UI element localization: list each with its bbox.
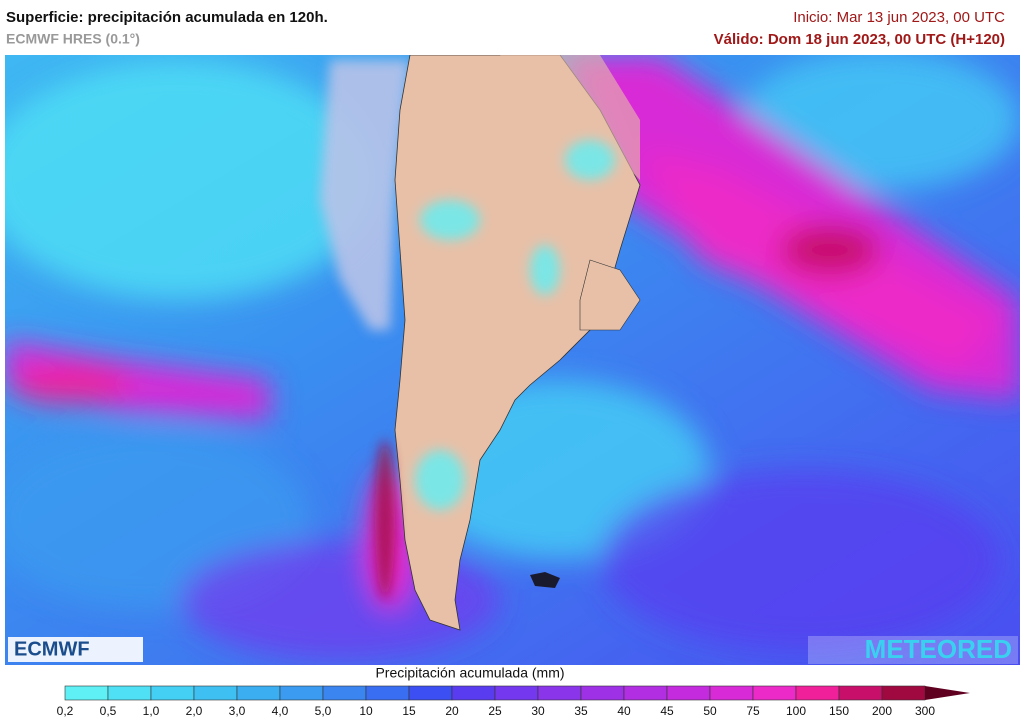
legend-swatch xyxy=(64,685,109,701)
legend-tick-label: 30 xyxy=(531,704,545,718)
legend-swatch xyxy=(838,685,883,701)
init-time: Inicio: Mar 13 jun 2023, 00 UTC xyxy=(793,9,1005,26)
legend-tick-label: 4,0 xyxy=(272,704,289,718)
legend-swatch xyxy=(322,685,367,701)
legend-swatch xyxy=(451,685,496,701)
legend-title: Precipitación acumulada (mm) xyxy=(375,665,564,681)
logo-ecmwf: ECMWF xyxy=(14,638,90,660)
legend-swatch xyxy=(752,685,797,701)
legend-tick-label: 45 xyxy=(660,704,674,718)
legend-tick-label: 25 xyxy=(488,704,502,718)
legend-swatch xyxy=(236,685,281,701)
legend-swatch xyxy=(537,685,582,701)
legend-swatch xyxy=(193,685,238,701)
title: Superficie: precipitación acumulada en 1… xyxy=(6,9,328,26)
legend-arrow xyxy=(925,686,970,700)
legend-tick-label: 200 xyxy=(872,704,892,718)
legend-swatch xyxy=(279,685,324,701)
legend-swatch xyxy=(107,685,152,701)
legend-swatch xyxy=(580,685,625,701)
legend-tick-label: 50 xyxy=(703,704,717,718)
legend-swatch xyxy=(494,685,539,701)
legend-tick-label: 10 xyxy=(359,704,373,718)
legend-tick-label: 40 xyxy=(617,704,631,718)
legend-swatch xyxy=(666,685,711,701)
legend-tick-label: 100 xyxy=(786,704,806,718)
legend-swatch xyxy=(881,685,926,701)
legend-tick-label: 1,0 xyxy=(143,704,160,718)
legend-tick-label: 0,2 xyxy=(57,704,74,718)
legend-tick-label: 35 xyxy=(574,704,588,718)
map: ECMWF METEORED xyxy=(5,55,1020,665)
legend-swatch xyxy=(150,685,195,701)
legend-swatch xyxy=(795,685,840,701)
legend: 0,2 0,5 1,0 2,0 3,0 4,0 5,0 10 15 20 25 30 35 40 45 50 7… xyxy=(57,685,970,718)
legend-swatch xyxy=(623,685,668,701)
valid-time: Válido: Dom 18 jun 2023, 00 UTC (H+120) xyxy=(714,31,1005,48)
legend-tick-label: 20 xyxy=(445,704,459,718)
legend-tick-label: 5,0 xyxy=(315,704,332,718)
legend-tick-label: 3,0 xyxy=(229,704,246,718)
legend-swatch xyxy=(709,685,754,701)
legend-tick-label: 2,0 xyxy=(186,704,203,718)
legend-tick-label: 0,5 xyxy=(100,704,117,718)
legend-tick-label: 150 xyxy=(829,704,849,718)
legend-tick-label: 300 xyxy=(915,704,935,718)
legend-tick-label: 75 xyxy=(746,704,760,718)
legend-tick-label: 15 xyxy=(402,704,416,718)
legend-swatch xyxy=(408,685,453,701)
subtitle: ECMWF HRES (0.1°) xyxy=(6,31,140,47)
logo-meteored: METEORED xyxy=(865,634,1012,664)
legend-swatch xyxy=(365,685,410,701)
